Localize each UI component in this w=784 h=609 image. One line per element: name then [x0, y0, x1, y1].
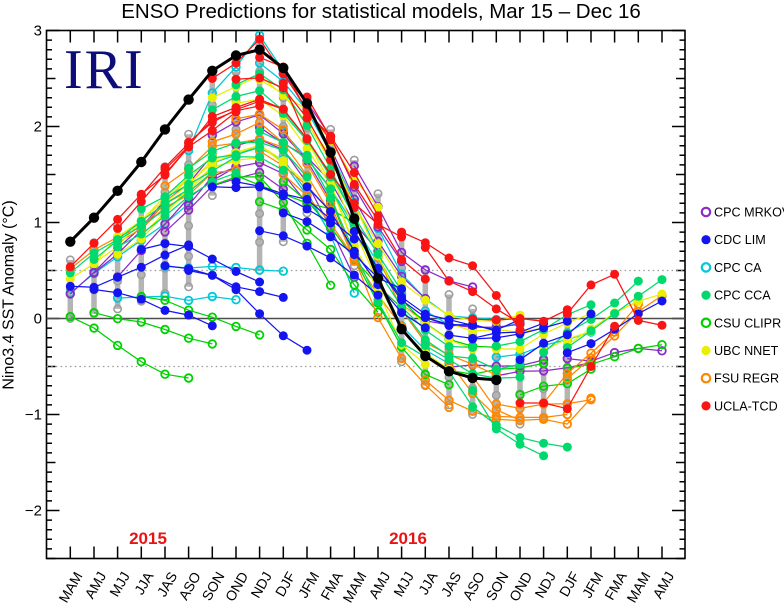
- svg-text:UBC NNET: UBC NNET: [714, 344, 779, 358]
- svg-text:CPC CCA: CPC CCA: [714, 289, 771, 303]
- svg-text:1: 1: [34, 215, 42, 232]
- svg-text:2015: 2015: [129, 529, 167, 548]
- svg-text:2016: 2016: [389, 529, 427, 548]
- svg-text:CSU CLIPR: CSU CLIPR: [714, 316, 781, 330]
- svg-text:UCLA-TCD: UCLA-TCD: [714, 399, 778, 413]
- svg-text:FSU REGR: FSU REGR: [714, 372, 779, 386]
- svg-text:CDC LIM: CDC LIM: [714, 233, 766, 247]
- svg-text:0: 0: [34, 311, 42, 328]
- svg-text:2: 2: [34, 119, 42, 136]
- svg-text:IRI: IRI: [64, 39, 145, 101]
- svg-text:3: 3: [34, 23, 42, 40]
- svg-text:−2: −2: [25, 503, 42, 520]
- svg-text:Nino3.4 SST Anomaly (°C): Nino3.4 SST Anomaly (°C): [1, 200, 18, 389]
- svg-text:CPC MRKOV: CPC MRKOV: [714, 206, 784, 220]
- svg-text:CPC CA: CPC CA: [714, 261, 762, 275]
- svg-text:ENSO Predictions for statistic: ENSO Predictions for statistical models,…: [121, 0, 641, 23]
- svg-text:−1: −1: [25, 407, 42, 424]
